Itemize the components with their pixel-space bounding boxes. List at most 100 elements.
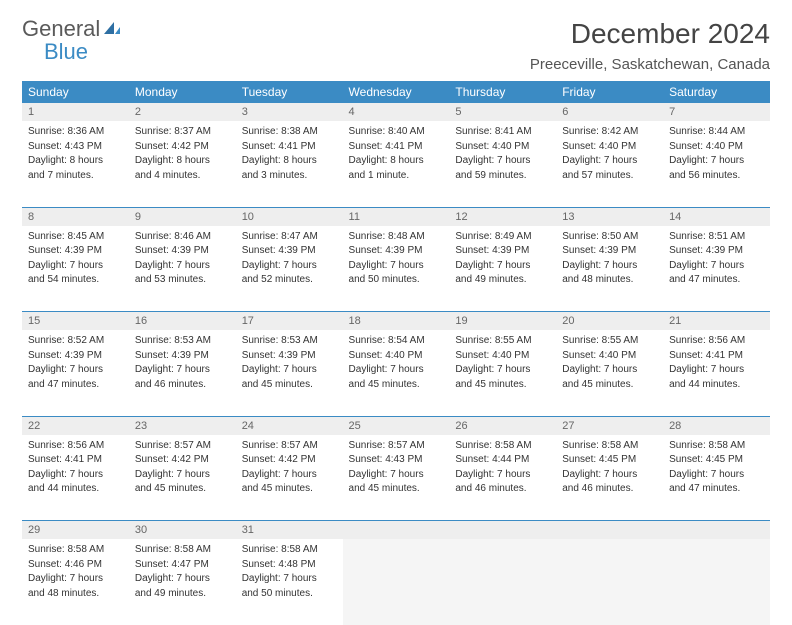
daylight-text: Daylight: 7 hours <box>242 259 337 273</box>
location: Preeceville, Saskatchewan, Canada <box>530 56 770 73</box>
day-number: 12 <box>449 207 556 226</box>
daylight-text: Daylight: 7 hours <box>349 468 444 482</box>
daylight-text: Daylight: 7 hours <box>135 468 230 482</box>
weekday-thursday: Thursday <box>449 81 556 103</box>
day-cell: Sunrise: 8:38 AMSunset: 4:41 PMDaylight:… <box>236 121 343 207</box>
sunrise-text: Sunrise: 8:58 AM <box>242 543 337 557</box>
day-cell-body: Sunrise: 8:47 AMSunset: 4:39 PMDaylight:… <box>236 226 343 294</box>
logo-blue: Blue <box>44 39 88 64</box>
day-number: 27 <box>556 416 663 435</box>
day-cell: Sunrise: 8:56 AMSunset: 4:41 PMDaylight:… <box>22 435 129 521</box>
daylight-text: Daylight: 7 hours <box>669 259 764 273</box>
sunrise-text: Sunrise: 8:44 AM <box>669 125 764 139</box>
sunrise-text: Sunrise: 8:51 AM <box>669 230 764 244</box>
week-row: Sunrise: 8:58 AMSunset: 4:46 PMDaylight:… <box>22 539 770 625</box>
daylight-text: and 3 minutes. <box>242 169 337 183</box>
daynum-row: 22232425262728 <box>22 416 770 435</box>
day-cell-body: Sunrise: 8:42 AMSunset: 4:40 PMDaylight:… <box>556 121 663 189</box>
daylight-text: and 49 minutes. <box>455 273 550 287</box>
daylight-text: Daylight: 8 hours <box>28 154 123 168</box>
sunrise-text: Sunrise: 8:47 AM <box>242 230 337 244</box>
sunset-text: Sunset: 4:39 PM <box>242 244 337 258</box>
sunset-text: Sunset: 4:41 PM <box>28 453 123 467</box>
day-cell: Sunrise: 8:55 AMSunset: 4:40 PMDaylight:… <box>449 330 556 416</box>
daylight-text: Daylight: 7 hours <box>349 363 444 377</box>
sunrise-text: Sunrise: 8:58 AM <box>669 439 764 453</box>
day-cell-body: Sunrise: 8:54 AMSunset: 4:40 PMDaylight:… <box>343 330 450 398</box>
day-cell: Sunrise: 8:48 AMSunset: 4:39 PMDaylight:… <box>343 226 450 312</box>
daylight-text: and 44 minutes. <box>28 482 123 496</box>
daylight-text: and 46 minutes. <box>135 378 230 392</box>
daynum-row: 293031 <box>22 521 770 540</box>
day-cell-body: Sunrise: 8:50 AMSunset: 4:39 PMDaylight:… <box>556 226 663 294</box>
daylight-text: and 47 minutes. <box>669 482 764 496</box>
day-number: 17 <box>236 312 343 331</box>
day-cell-body: Sunrise: 8:51 AMSunset: 4:39 PMDaylight:… <box>663 226 770 294</box>
day-cell-body: Sunrise: 8:45 AMSunset: 4:39 PMDaylight:… <box>22 226 129 294</box>
sunrise-text: Sunrise: 8:38 AM <box>242 125 337 139</box>
daylight-text: and 45 minutes. <box>242 378 337 392</box>
daylight-text: and 47 minutes. <box>28 378 123 392</box>
day-number: 13 <box>556 207 663 226</box>
day-cell-body: Sunrise: 8:58 AMSunset: 4:47 PMDaylight:… <box>129 539 236 607</box>
sunrise-text: Sunrise: 8:54 AM <box>349 334 444 348</box>
daylight-text: Daylight: 7 hours <box>28 363 123 377</box>
sunset-text: Sunset: 4:39 PM <box>135 349 230 363</box>
day-cell-body: Sunrise: 8:55 AMSunset: 4:40 PMDaylight:… <box>556 330 663 398</box>
daylight-text: Daylight: 7 hours <box>562 154 657 168</box>
day-number <box>343 521 450 540</box>
daylight-text: Daylight: 7 hours <box>562 363 657 377</box>
day-cell-body: Sunrise: 8:44 AMSunset: 4:40 PMDaylight:… <box>663 121 770 189</box>
day-cell: Sunrise: 8:56 AMSunset: 4:41 PMDaylight:… <box>663 330 770 416</box>
sunrise-text: Sunrise: 8:41 AM <box>455 125 550 139</box>
daylight-text: Daylight: 7 hours <box>669 468 764 482</box>
logo-general: General <box>22 16 100 41</box>
day-cell-body: Sunrise: 8:36 AMSunset: 4:43 PMDaylight:… <box>22 121 129 189</box>
day-cell-body: Sunrise: 8:37 AMSunset: 4:42 PMDaylight:… <box>129 121 236 189</box>
sunrise-text: Sunrise: 8:56 AM <box>669 334 764 348</box>
day-cell-body: Sunrise: 8:58 AMSunset: 4:45 PMDaylight:… <box>556 435 663 503</box>
day-cell: Sunrise: 8:53 AMSunset: 4:39 PMDaylight:… <box>129 330 236 416</box>
day-number: 14 <box>663 207 770 226</box>
day-cell <box>663 539 770 625</box>
daylight-text: and 46 minutes. <box>562 482 657 496</box>
daynum-row: 891011121314 <box>22 207 770 226</box>
sunset-text: Sunset: 4:41 PM <box>669 349 764 363</box>
sunrise-text: Sunrise: 8:49 AM <box>455 230 550 244</box>
sunset-text: Sunset: 4:42 PM <box>242 453 337 467</box>
day-cell: Sunrise: 8:58 AMSunset: 4:44 PMDaylight:… <box>449 435 556 521</box>
daylight-text: Daylight: 7 hours <box>562 468 657 482</box>
day-cell: Sunrise: 8:55 AMSunset: 4:40 PMDaylight:… <box>556 330 663 416</box>
day-number: 2 <box>129 103 236 121</box>
month-title: December 2024 <box>530 18 770 50</box>
sunrise-text: Sunrise: 8:40 AM <box>349 125 444 139</box>
daylight-text: Daylight: 7 hours <box>455 363 550 377</box>
sunset-text: Sunset: 4:46 PM <box>28 558 123 572</box>
sunset-text: Sunset: 4:47 PM <box>135 558 230 572</box>
day-number: 10 <box>236 207 343 226</box>
day-cell-body: Sunrise: 8:58 AMSunset: 4:48 PMDaylight:… <box>236 539 343 607</box>
sunset-text: Sunset: 4:39 PM <box>135 244 230 258</box>
daylight-text: and 46 minutes. <box>455 482 550 496</box>
daynum-row: 15161718192021 <box>22 312 770 331</box>
day-cell-body: Sunrise: 8:56 AMSunset: 4:41 PMDaylight:… <box>663 330 770 398</box>
day-number: 9 <box>129 207 236 226</box>
weekday-friday: Friday <box>556 81 663 103</box>
day-number: 25 <box>343 416 450 435</box>
logo-text: General Blue <box>22 18 122 64</box>
sunset-text: Sunset: 4:39 PM <box>455 244 550 258</box>
day-cell: Sunrise: 8:50 AMSunset: 4:39 PMDaylight:… <box>556 226 663 312</box>
weekday-monday: Monday <box>129 81 236 103</box>
day-cell: Sunrise: 8:54 AMSunset: 4:40 PMDaylight:… <box>343 330 450 416</box>
weekday-tuesday: Tuesday <box>236 81 343 103</box>
daylight-text: and 49 minutes. <box>135 587 230 601</box>
daylight-text: Daylight: 7 hours <box>349 259 444 273</box>
sunset-text: Sunset: 4:39 PM <box>562 244 657 258</box>
daylight-text: and 45 minutes. <box>135 482 230 496</box>
daylight-text: Daylight: 7 hours <box>135 363 230 377</box>
daylight-text: Daylight: 7 hours <box>242 468 337 482</box>
day-number: 26 <box>449 416 556 435</box>
daylight-text: and 57 minutes. <box>562 169 657 183</box>
week-row: Sunrise: 8:52 AMSunset: 4:39 PMDaylight:… <box>22 330 770 416</box>
daylight-text: Daylight: 7 hours <box>28 259 123 273</box>
